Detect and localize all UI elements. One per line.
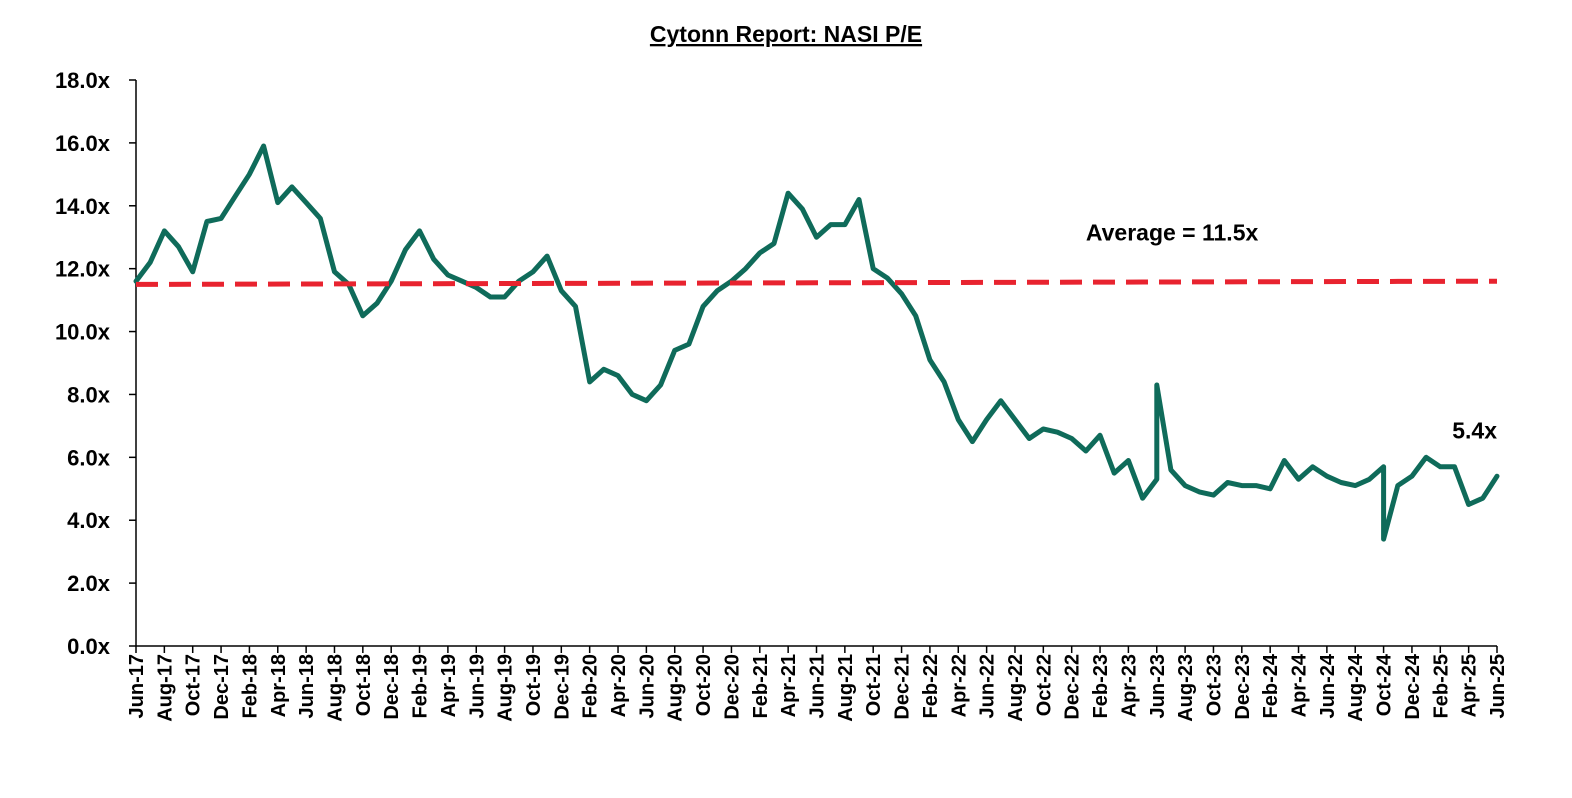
x-tick-label: Jun-23 <box>1147 654 1169 718</box>
y-tick-label: 12.0x <box>55 257 111 282</box>
x-tick-label: Dec-24 <box>1402 653 1424 719</box>
x-tick-label: Apr-19 <box>438 654 460 717</box>
x-tick-label: Dec-18 <box>381 654 403 720</box>
average-label: Average = 11.5x <box>1086 219 1259 245</box>
x-tick-label: Jun-19 <box>466 654 488 718</box>
x-tick-label: Dec-17 <box>211 654 233 720</box>
x-tick-label: Dec-23 <box>1232 654 1254 720</box>
y-tick-label: 14.0x <box>55 194 111 219</box>
x-tick-label: Apr-23 <box>1118 654 1140 717</box>
y-tick-label: 10.0x <box>55 320 111 345</box>
axes-layer <box>129 79 1498 653</box>
x-tick-label: Feb-24 <box>1260 653 1282 718</box>
x-tick-label: Feb-18 <box>239 654 261 718</box>
x-tick-label: Jun-17 <box>126 654 148 718</box>
x-tick-label: Aug-18 <box>324 654 346 722</box>
x-tick-label: Jun-24 <box>1317 653 1339 718</box>
x-tick-label: Dec-20 <box>721 654 743 720</box>
pe-series-line <box>133 143 1500 542</box>
y-tick-label: 18.0x <box>55 68 111 93</box>
x-tick-label: Dec-22 <box>1062 654 1084 720</box>
chart-title: Cytonn Report: NASI P/E <box>650 21 922 47</box>
y-tick-label: 0.0x <box>67 634 111 659</box>
annotations-layer: Average = 11.5x 5.4x <box>1086 219 1497 443</box>
x-tick-label: Jun-25 <box>1487 654 1509 718</box>
x-tick-label: Jun-18 <box>296 654 318 718</box>
x-tick-label: Oct-24 <box>1374 653 1396 716</box>
x-tick-label: Oct-17 <box>183 654 205 716</box>
x-tick-label: Dec-19 <box>551 654 573 720</box>
x-tick-label: Apr-25 <box>1459 654 1481 717</box>
y-tick-label: 2.0x <box>67 571 111 596</box>
y-tick-label: 6.0x <box>67 445 111 470</box>
average-dashed-line <box>135 278 1498 287</box>
x-tick-label: Oct-21 <box>863 654 885 716</box>
x-tick-label: Aug-17 <box>154 654 176 722</box>
x-tick-label: Apr-21 <box>778 654 800 717</box>
x-tick-label: Aug-22 <box>1005 654 1027 722</box>
y-tick-labels: 0.0x 2.0x 4.0x 6.0x 8.0x 10.0x 12.0x 14.0x 16.0x… <box>55 68 111 659</box>
x-tick-label: Oct-22 <box>1033 654 1055 716</box>
x-tick-label: Aug-24 <box>1345 653 1367 722</box>
x-tick-label: Apr-22 <box>948 654 970 717</box>
y-tick-label: 4.0x <box>67 508 111 533</box>
x-tick-label: Apr-20 <box>608 654 630 717</box>
x-tick-label: Apr-18 <box>268 654 290 717</box>
x-tick-label: Oct-23 <box>1203 654 1225 716</box>
x-tick-label: Feb-22 <box>920 654 942 718</box>
x-tick-label: Dec-21 <box>892 654 914 720</box>
x-tick-labels: Jun-17 Aug-17 Oct-17 Dec-17 Feb-18 Apr-18 Jun-… <box>126 653 1509 722</box>
x-tick-label: Jun-20 <box>636 654 658 718</box>
x-tick-label: Oct-20 <box>693 654 715 716</box>
x-tick-label: Feb-23 <box>1090 654 1112 718</box>
y-tick-label: 8.0x <box>67 382 111 407</box>
x-tick-label: Feb-19 <box>410 654 432 718</box>
x-tick-label: Aug-20 <box>665 654 687 722</box>
x-tick-label: Aug-21 <box>835 654 857 722</box>
x-tick-label: Oct-18 <box>353 654 375 716</box>
x-tick-label: Jun-21 <box>807 654 829 718</box>
x-tick-label: Aug-19 <box>495 654 517 722</box>
x-tick-label: Oct-19 <box>523 654 545 716</box>
latest-value-label: 5.4x <box>1452 417 1497 443</box>
x-tick-label: Feb-21 <box>750 654 772 718</box>
x-tick-label: Aug-23 <box>1175 654 1197 722</box>
x-tick-label: Feb-20 <box>580 654 602 718</box>
x-tick-label: Apr-24 <box>1289 653 1311 717</box>
x-tick-label: Feb-25 <box>1430 654 1452 718</box>
x-tick-label: Jun-22 <box>977 654 999 718</box>
y-tick-label: 16.0x <box>55 131 111 156</box>
series-layer <box>133 143 1500 542</box>
